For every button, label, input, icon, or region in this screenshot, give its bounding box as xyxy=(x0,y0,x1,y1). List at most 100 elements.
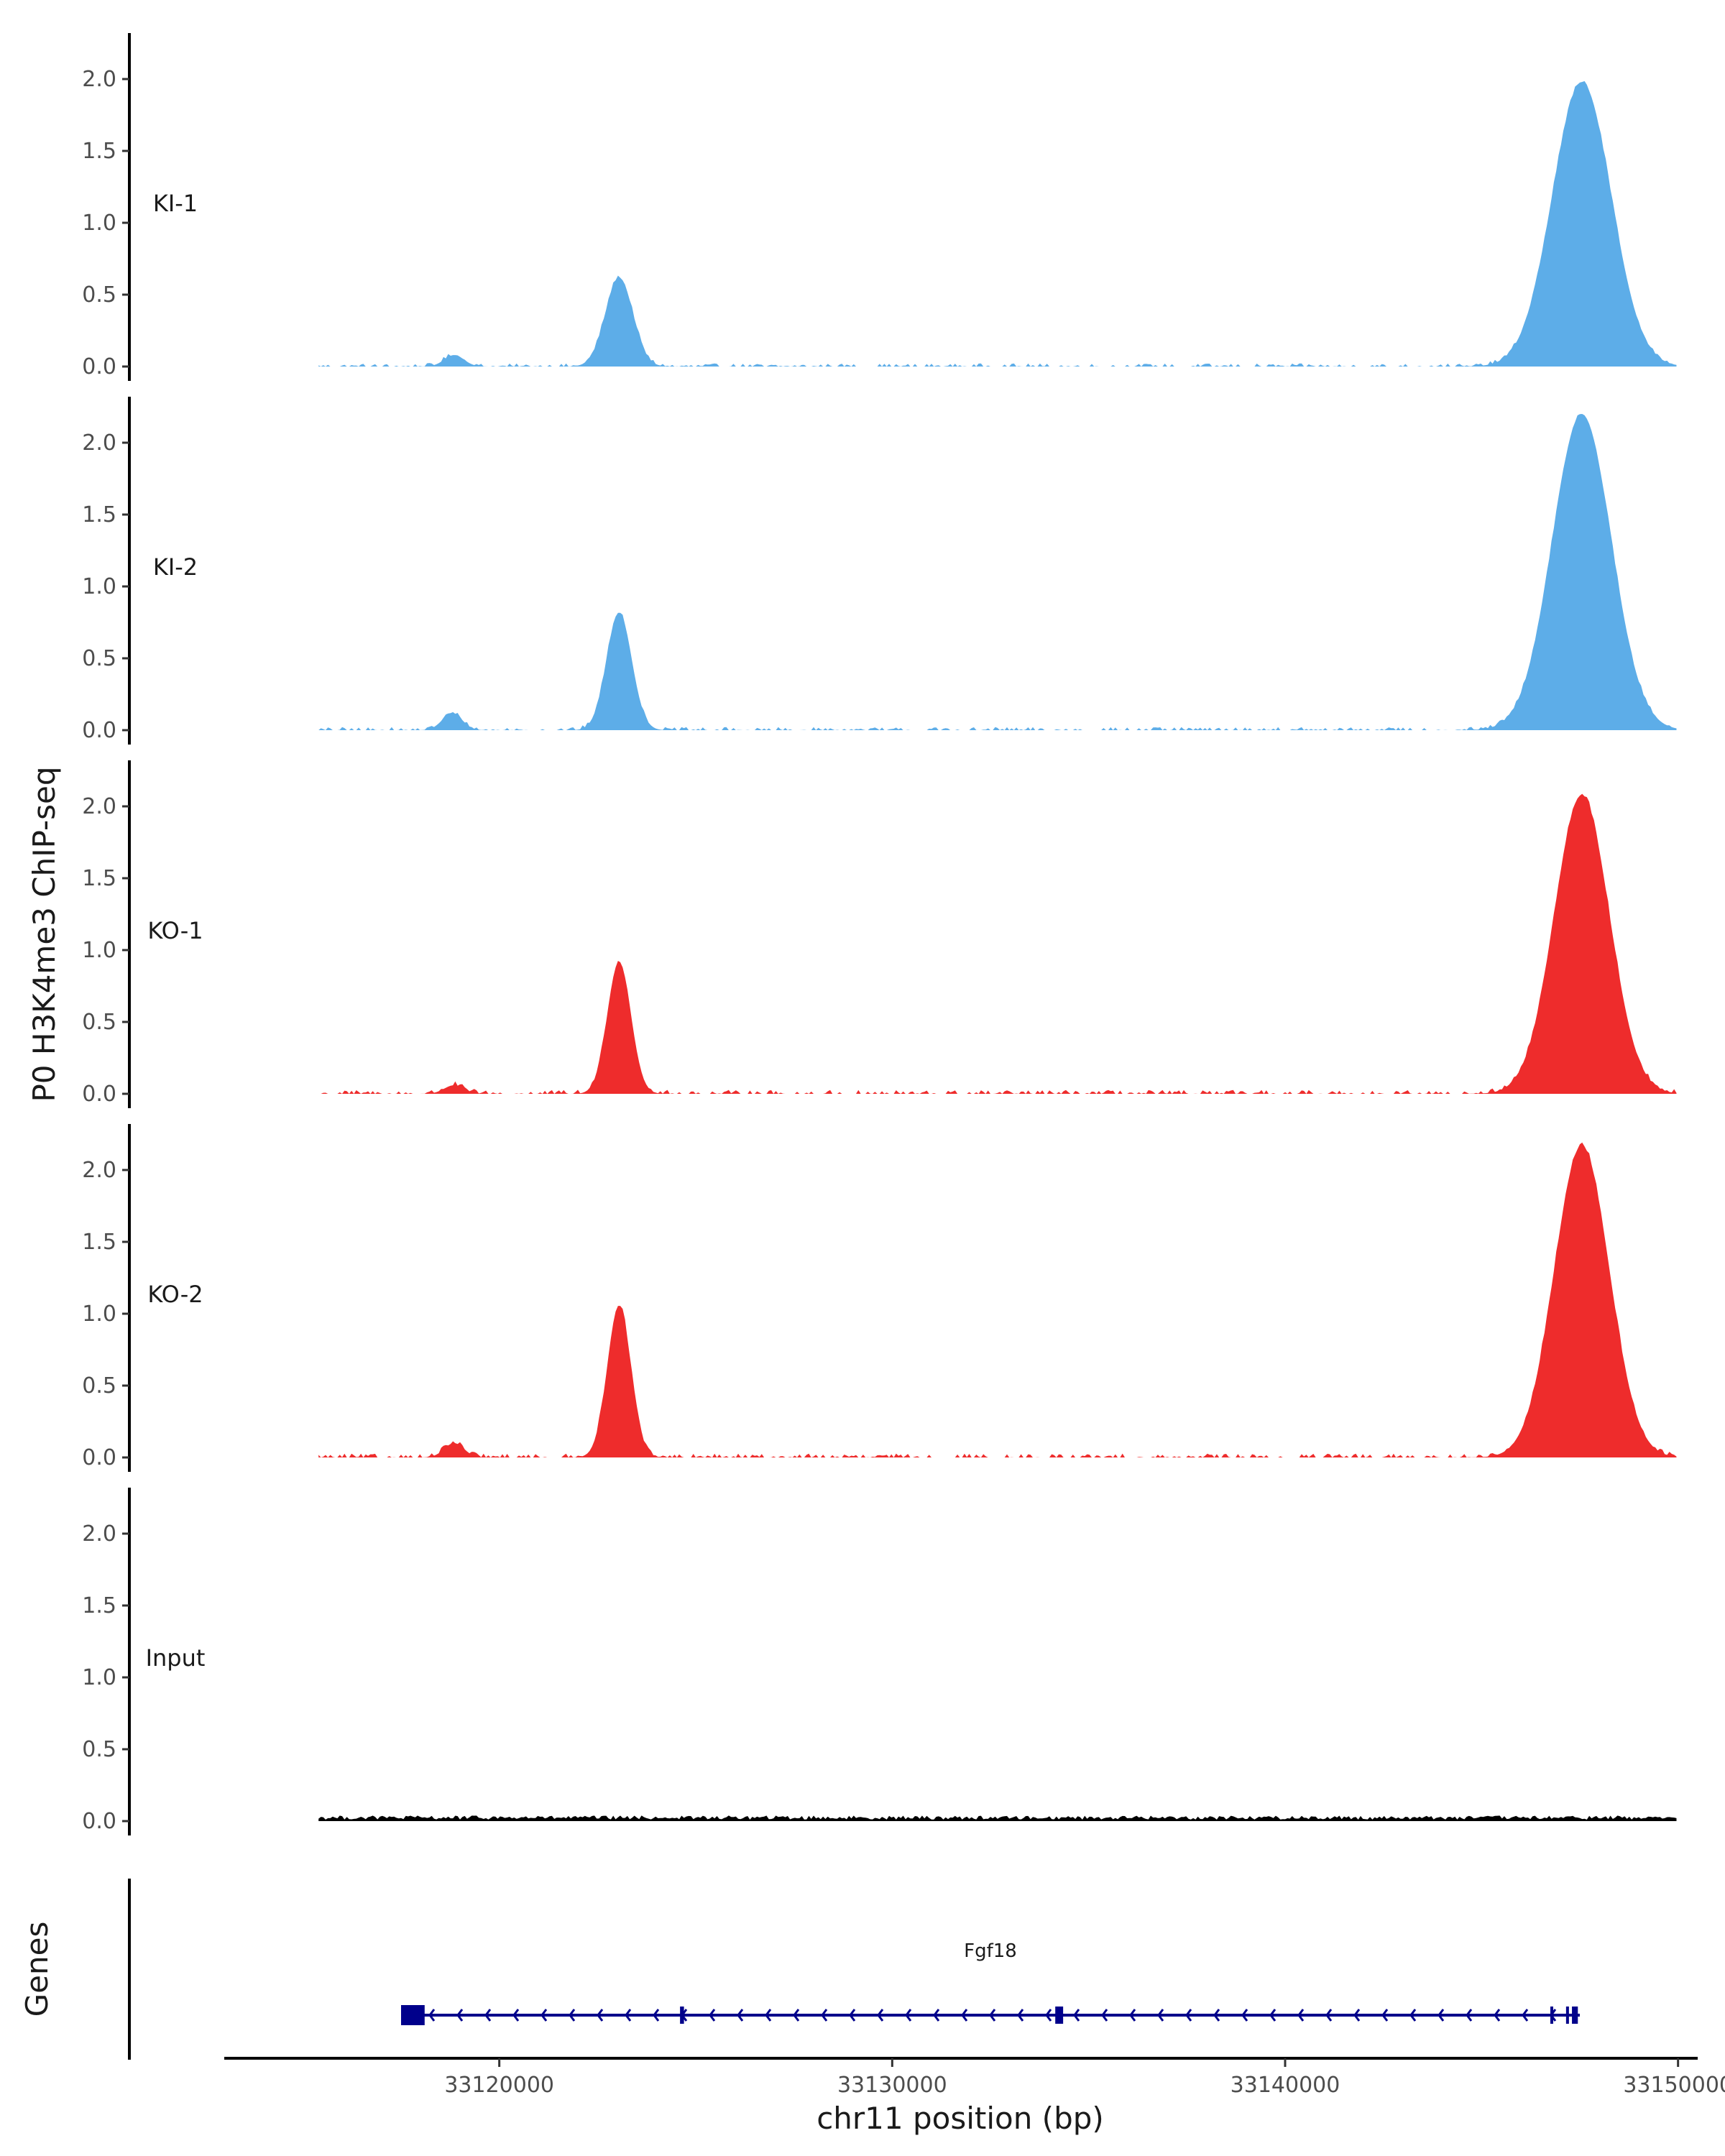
strand-arrow xyxy=(1213,2009,1220,2022)
x-tick-label: 33140000 xyxy=(1230,2073,1340,2098)
strand-arrow xyxy=(1522,2009,1529,2022)
genes-track: Genes Fgf18 xyxy=(19,1879,1580,2060)
gene-exon xyxy=(1565,2007,1569,2024)
strand-arrow xyxy=(989,2009,996,2022)
y-tick-label: 0.0 xyxy=(82,1445,116,1470)
strand-arrow xyxy=(849,2009,856,2022)
y-tick-label: 0.5 xyxy=(82,646,116,671)
gene-exon xyxy=(680,2007,684,2024)
y-tick-label: 1.5 xyxy=(82,1230,116,1255)
y-tick-label: 0.5 xyxy=(82,1737,116,1762)
track-label: KO-1 xyxy=(147,917,203,944)
y-tick-label: 2.0 xyxy=(82,1158,116,1183)
strand-arrow xyxy=(765,2009,772,2022)
genes-track-title: Genes xyxy=(19,1922,55,2017)
track-label: KI-1 xyxy=(153,190,198,217)
signal-tracks: 0.00.51.01.52.0KI-10.00.51.01.52.0KI-20.… xyxy=(82,33,1677,1835)
strand-arrow xyxy=(1241,2009,1248,2022)
y-tick-label: 1.5 xyxy=(82,502,116,528)
x-axis-ticks: 33120000 33130000 33140000 33150000 xyxy=(444,2058,1725,2098)
strand-arrow xyxy=(933,2009,940,2022)
strand-arrow xyxy=(1466,2009,1473,2022)
strand-arrow xyxy=(1409,2009,1417,2022)
strand-arrow xyxy=(1129,2009,1136,2022)
strand-arrow xyxy=(540,2009,548,2022)
strand-arrow xyxy=(793,2009,800,2022)
strand-arrow xyxy=(484,2009,492,2022)
strand-arrow xyxy=(877,2009,884,2022)
track-input: 0.0 0.5 1.0 1.5 2.0 Input xyxy=(82,1488,1677,1835)
strand-arrow xyxy=(1353,2009,1361,2022)
gene-exon xyxy=(1550,2007,1553,2024)
y-tick-label: 1.0 xyxy=(82,1665,116,1690)
gene-model-fgf18: Fgf18 xyxy=(401,1940,1580,2025)
x-tick-label: 33150000 xyxy=(1623,2073,1725,2098)
track-ki-1: 0.0 0.5 1.0 1.5 2.0 KI-1 xyxy=(82,33,1677,381)
gene-models: Fgf18 xyxy=(401,1940,1580,2025)
track-ko-2: 0.0 0.5 1.0 1.5 2.0 KO-2 xyxy=(82,1124,1677,1472)
strand-arrow xyxy=(625,2009,632,2022)
strand-arrow xyxy=(905,2009,912,2022)
gene-exon xyxy=(1055,2007,1064,2024)
y-tick-label: 2.0 xyxy=(82,67,116,92)
y-tick-label: 0.5 xyxy=(82,282,116,308)
strand-arrow xyxy=(1494,2009,1501,2022)
strand-arrow xyxy=(597,2009,604,2022)
x-tick-label: 33120000 xyxy=(444,2073,554,2098)
strand-arrow xyxy=(961,2009,968,2022)
x-axis-title: chr11 position (bp) xyxy=(816,2101,1104,2136)
track-ko-1: 0.0 0.5 1.0 1.5 2.0 KO-1 xyxy=(82,760,1677,1108)
y-tick-label: 0.5 xyxy=(82,1373,116,1399)
strand-arrow xyxy=(512,2009,520,2022)
track-label: KO-2 xyxy=(147,1281,203,1308)
strand-arrow xyxy=(1269,2009,1276,2022)
strand-arrow xyxy=(1381,2009,1389,2022)
gene-name-label: Fgf18 xyxy=(964,1940,1017,1962)
strand-arrow xyxy=(821,2009,828,2022)
strand-arrow xyxy=(1297,2009,1305,2022)
signal-area-input xyxy=(318,1815,1677,1821)
signal-area-ki-1 xyxy=(318,80,1677,367)
signal-area-ki-2 xyxy=(318,414,1677,730)
strand-arrow xyxy=(1185,2009,1192,2022)
y-tick-label: 1.0 xyxy=(82,938,116,963)
strand-arrow xyxy=(1017,2009,1024,2022)
track-ki-2: 0.0 0.5 1.0 1.5 2.0 KI-2 xyxy=(82,397,1677,745)
strand-arrow xyxy=(456,2009,464,2022)
y-tick-label: 0.0 xyxy=(82,718,116,743)
strand-arrow xyxy=(428,2009,436,2022)
strand-arrow xyxy=(1101,2009,1108,2022)
y-axis-title: P0 H3K4me3 ChIP-seq xyxy=(27,766,62,1102)
x-tick-label: 33130000 xyxy=(837,2073,947,2098)
gene-exon xyxy=(401,2005,425,2025)
gene-exon xyxy=(1572,2007,1578,2024)
strand-arrow xyxy=(569,2009,576,2022)
track-label: Input xyxy=(146,1644,206,1672)
strand-arrow xyxy=(1157,2009,1164,2022)
strand-arrow xyxy=(653,2009,660,2022)
y-tick-label: 1.0 xyxy=(82,1302,116,1327)
y-tick-label: 1.0 xyxy=(82,574,116,599)
strand-arrow xyxy=(737,2009,744,2022)
y-tick-label: 0.0 xyxy=(82,354,116,379)
y-tick-label: 0.0 xyxy=(82,1082,116,1107)
strand-arrow xyxy=(1438,2009,1445,2022)
strand-arrow xyxy=(1325,2009,1333,2022)
y-tick-label: 1.0 xyxy=(82,211,116,236)
y-tick-label: 1.5 xyxy=(82,866,116,891)
track-label: KI-2 xyxy=(153,553,198,581)
strand-arrow xyxy=(1045,2009,1052,2022)
x-axis: 33120000 33130000 33140000 33150000 chr11 p… xyxy=(224,2057,1725,2136)
strand-arrow xyxy=(1073,2009,1080,2022)
y-tick-label: 2.0 xyxy=(82,1521,116,1547)
strand-arrow xyxy=(709,2009,716,2022)
y-tick-label: 2.0 xyxy=(82,794,116,819)
y-tick-label: 1.5 xyxy=(82,1593,116,1618)
signal-area-ko-2 xyxy=(318,1142,1677,1457)
y-tick-label: 2.0 xyxy=(82,430,116,456)
signal-area-ko-1 xyxy=(318,793,1677,1094)
y-tick-label: 0.0 xyxy=(82,1809,116,1834)
y-tick-label: 0.5 xyxy=(82,1010,116,1035)
y-tick-label: 1.5 xyxy=(82,139,116,164)
